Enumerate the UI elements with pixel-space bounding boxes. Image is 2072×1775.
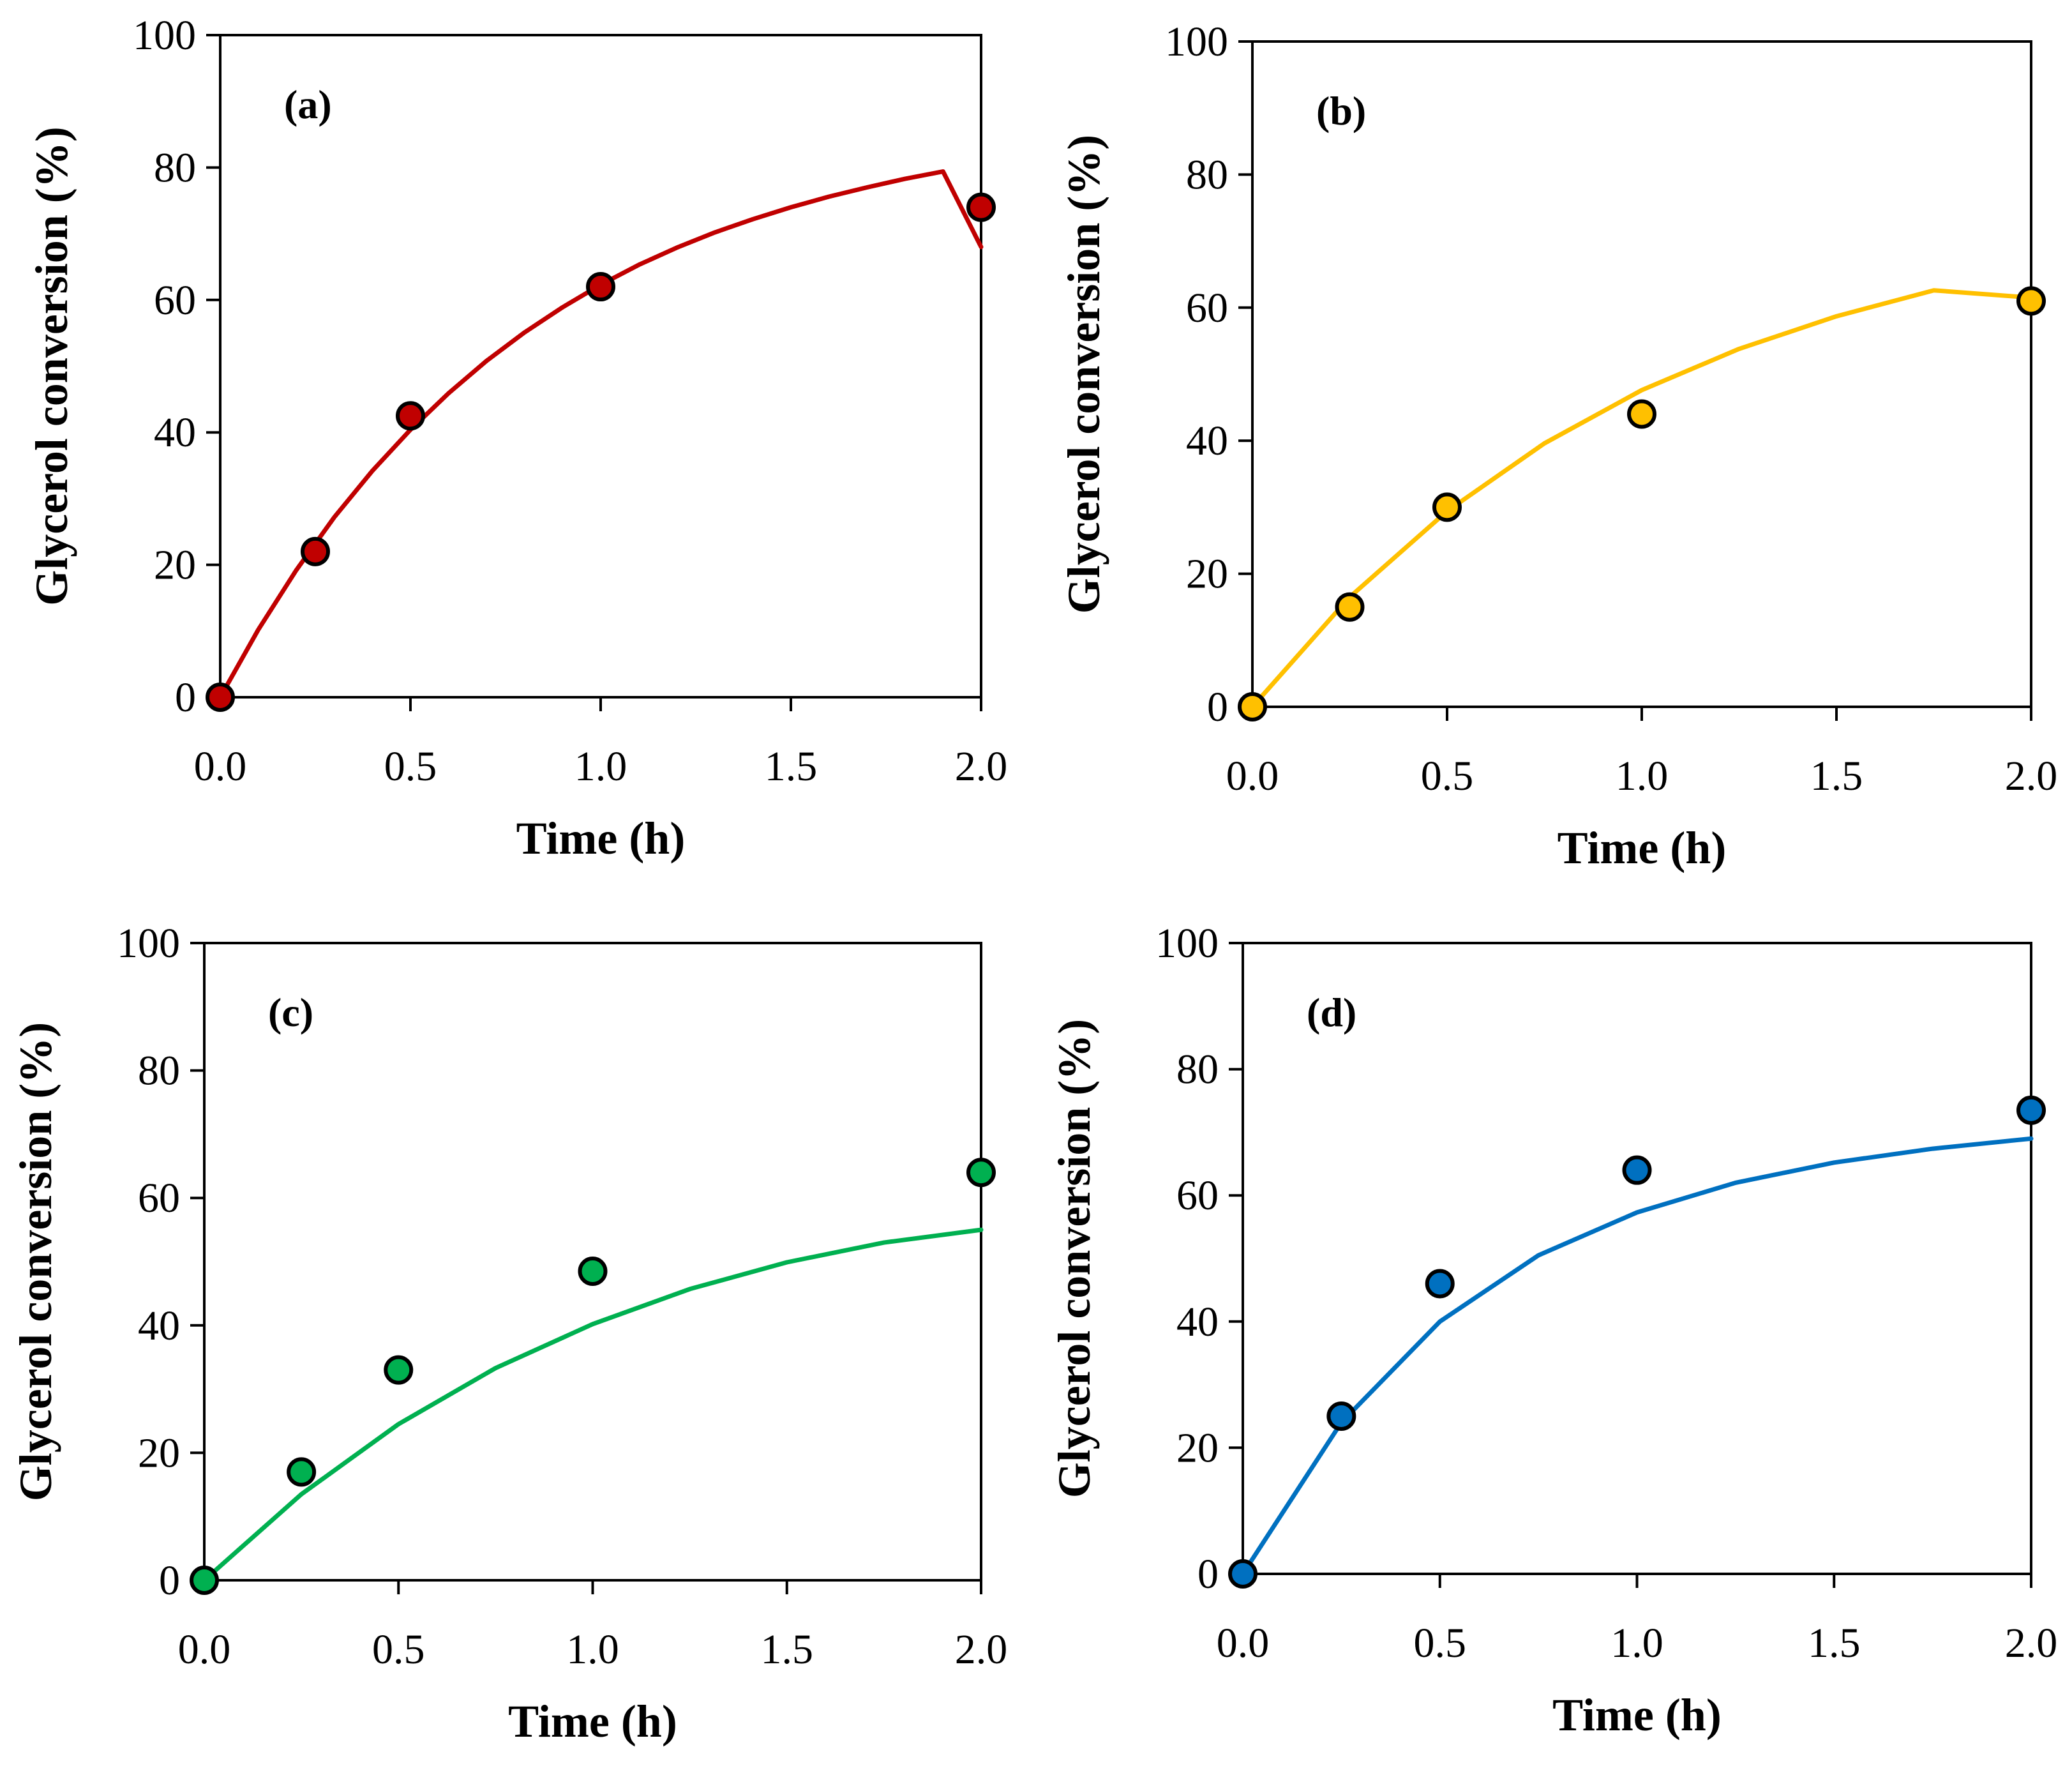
data-point	[1326, 1401, 1356, 1431]
y-tick-label: 60	[138, 1175, 180, 1221]
data-point	[2016, 1095, 2046, 1125]
x-axis-title: Time (h)	[1552, 1689, 1722, 1741]
y-tick-label: 40	[1186, 418, 1228, 464]
y-tick-label: 0	[175, 674, 196, 721]
y-tick-label: 0	[1197, 1551, 1219, 1598]
y-axis-title: Glycerol conversion (%)	[26, 126, 77, 606]
x-tick-label: 0.0	[1226, 753, 1279, 799]
data-point	[966, 192, 996, 222]
x-axis-title: Time (h)	[1558, 822, 1727, 873]
x-axis-title: Time (h)	[516, 813, 686, 864]
y-tick-label: 0	[1207, 684, 1228, 730]
y-tick-label: 80	[1186, 151, 1228, 198]
y-tick-label: 20	[1176, 1424, 1219, 1471]
panel-label: (d)	[1307, 990, 1356, 1035]
y-tick-label: 20	[1186, 551, 1228, 598]
y-tick-label: 20	[138, 1430, 180, 1476]
panel-b: 0 20 40 60 80 100 0.0 0.5 1.0 1.5 2.0 Time (h) Glyce…	[1058, 19, 2057, 873]
x-axis-title: Time (h)	[508, 1696, 677, 1747]
y-tick-label: 100	[1165, 19, 1228, 65]
x-tick-label: 0.5	[1421, 753, 1474, 799]
data-point	[1238, 692, 1267, 721]
x-tick-label: 2.0	[2005, 753, 2058, 799]
y-tick-label: 40	[1176, 1299, 1219, 1345]
plot-frame	[1242, 942, 2032, 1575]
data-point	[1622, 1155, 1652, 1185]
x-tick-label: 1.5	[1810, 753, 1863, 799]
y-axis-title: Glycerol conversion (%)	[10, 1022, 61, 1502]
data-point	[396, 401, 425, 431]
fit-curve	[202, 1227, 984, 1583]
y-tick-label: 60	[154, 277, 196, 324]
y-tick-label: 80	[138, 1048, 180, 1094]
fit-curve	[1250, 288, 2034, 709]
x-tick-label: 1.5	[761, 1626, 814, 1673]
panel-a: 0 20 40 60 80 100 0.0 0.5 1.0 1.5 2.0 Time (h) Glyce…	[26, 12, 1007, 864]
panel-label: (c)	[268, 990, 313, 1035]
x-tick-label: 0.0	[194, 743, 247, 790]
data-point	[586, 272, 615, 302]
data-point	[1228, 1559, 1257, 1589]
x-tick-label: 0.0	[1217, 1620, 1270, 1666]
data-point	[1432, 492, 1462, 522]
y-tick-label: 20	[154, 542, 196, 589]
y-tick-label: 60	[1176, 1172, 1219, 1219]
data-point	[206, 683, 235, 712]
x-tick-label: 0.5	[372, 1626, 425, 1673]
panel-c: 0 20 40 60 80 100 0.0 0.5 1.0 1.5 2.0 Time (h) Glyce…	[10, 920, 1007, 1747]
data-point	[190, 1566, 219, 1595]
data-point	[966, 1158, 996, 1188]
panel-label: (b)	[1316, 88, 1366, 133]
plot-frame	[219, 34, 982, 699]
y-tick-label: 0	[159, 1557, 180, 1604]
fit-curve	[1240, 1136, 2034, 1576]
x-tick-label: 0.5	[1414, 1620, 1467, 1666]
x-tick-label: 0.0	[178, 1626, 231, 1673]
y-tick-label: 100	[1155, 920, 1219, 967]
y-tick-label: 40	[138, 1303, 180, 1349]
x-tick-label: 2.0	[955, 1626, 1008, 1673]
panel-d: 0 20 40 60 80 100 0.0 0.5 1.0 1.5 2.0 Time (h) Glyce…	[1049, 920, 2057, 1741]
data-point	[1627, 399, 1656, 429]
y-tick-label: 80	[1176, 1046, 1219, 1093]
data-point	[301, 536, 330, 566]
x-tick-label: 2.0	[2005, 1620, 2058, 1666]
data-point	[2016, 286, 2046, 316]
x-tick-label: 0.5	[384, 743, 437, 790]
data-point	[1335, 592, 1365, 622]
x-tick-label: 1.5	[765, 743, 818, 790]
x-tick-label: 1.0	[1616, 753, 1669, 799]
plot-frame	[1251, 40, 2032, 708]
y-tick-label: 100	[117, 920, 180, 967]
fit-curve	[218, 169, 984, 700]
data-point	[1425, 1269, 1455, 1299]
y-tick-label: 60	[1186, 285, 1228, 331]
y-tick-label: 100	[133, 12, 196, 59]
y-axis-title: Glycerol conversion (%)	[1049, 1019, 1100, 1499]
data-point	[578, 1256, 608, 1286]
y-tick-label: 40	[154, 409, 196, 456]
panel-label: (a)	[284, 82, 332, 127]
x-tick-label: 1.0	[566, 1626, 619, 1673]
y-axis-title: Glycerol conversion (%)	[1058, 135, 1109, 614]
x-tick-label: 1.0	[574, 743, 627, 790]
x-tick-label: 2.0	[955, 743, 1008, 790]
x-tick-label: 1.0	[1610, 1620, 1663, 1666]
data-point	[384, 1355, 414, 1385]
y-tick-label: 80	[154, 144, 196, 191]
data-point	[287, 1457, 317, 1487]
x-tick-label: 1.5	[1808, 1620, 1861, 1666]
